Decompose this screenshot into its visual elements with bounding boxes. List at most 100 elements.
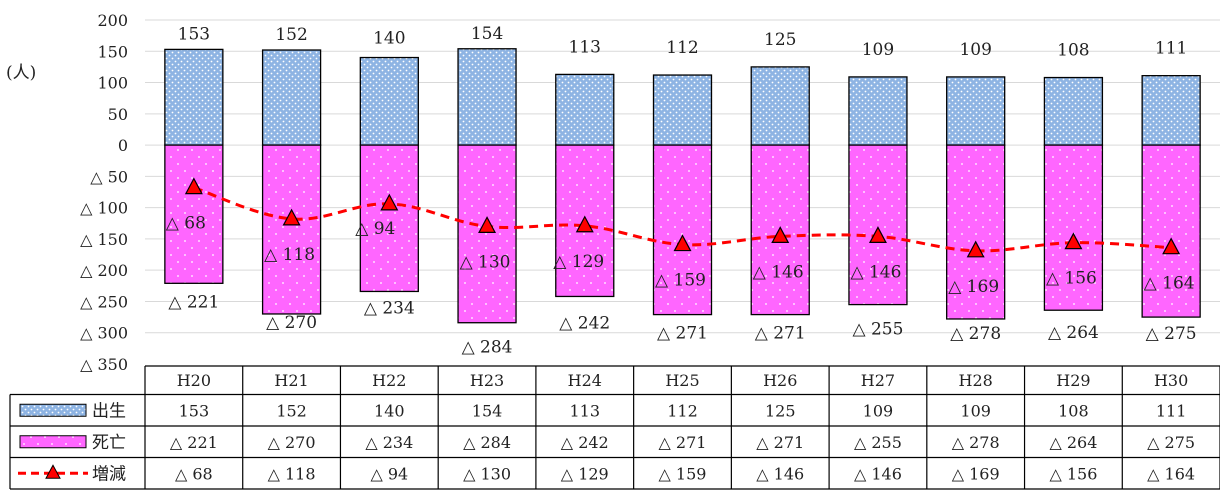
bar-deaths: [652, 144, 713, 316]
table-header-cell: H23: [470, 371, 504, 390]
table-cell-net-change: △ 94: [370, 464, 408, 483]
data-label-net: △ 159: [655, 271, 706, 291]
table-cell-births: 152: [276, 401, 307, 420]
net-change-marker: [1064, 232, 1083, 250]
y-tick-label: △ 300: [80, 324, 128, 343]
net-change-marker: [868, 226, 887, 244]
table-cell-deaths: △ 270: [268, 433, 316, 452]
table-cell-births: 113: [569, 401, 600, 420]
y-tick-label: 50: [108, 105, 128, 124]
bar-deaths: [164, 144, 224, 284]
data-label-births: 125: [764, 30, 796, 50]
bar-births: [359, 56, 419, 146]
table-cell-net-change: △ 164: [1147, 464, 1195, 483]
table-cell-net-change: △ 68: [175, 464, 213, 483]
data-label-births: 140: [373, 29, 405, 49]
legend-label-births: 出生: [92, 401, 126, 421]
data-label-net: △ 68: [166, 214, 206, 234]
table-cell-deaths: △ 221: [170, 433, 218, 452]
table-header-cell: H30: [1154, 371, 1188, 390]
y-tick-label: 0: [118, 136, 128, 155]
data-label-deaths: △ 270: [266, 313, 317, 333]
table-cell-net-change: △ 146: [854, 464, 902, 483]
table-cell-births: 109: [863, 401, 894, 420]
y-tick-label: 100: [97, 74, 128, 93]
table-cell-net-change: △ 169: [952, 464, 1000, 483]
data-label-births: 153: [178, 24, 210, 44]
net-change-marker: [184, 177, 203, 195]
data-label-net: △ 146: [753, 262, 804, 282]
bar-births: [261, 49, 322, 146]
table-cell-births: 111: [1156, 401, 1187, 420]
bar-births: [1141, 75, 1201, 146]
bars: [164, 48, 1201, 324]
data-label-net: △ 130: [460, 252, 511, 272]
legend-label-net-change: 増減: [92, 464, 126, 484]
bar-births: [750, 66, 810, 146]
table-cell-deaths: △ 284: [463, 433, 511, 452]
legend-marker-net-change: [45, 464, 61, 479]
bar-deaths: [1043, 144, 1104, 311]
data-label-net: △ 129: [553, 252, 604, 272]
table-cell-deaths: △ 264: [1049, 433, 1097, 452]
table-header-cell: H21: [274, 371, 308, 390]
table-cell-births: 140: [374, 401, 405, 420]
data-label-net: △ 156: [1046, 269, 1097, 289]
net-change-marker: [478, 216, 497, 233]
table-cell-net-change: △ 129: [561, 464, 609, 483]
table-cell-net-change: △ 146: [756, 464, 804, 483]
bar-births: [946, 76, 1006, 146]
data-label-net: △ 118: [264, 245, 315, 265]
bar-deaths: [359, 144, 419, 293]
bar-deaths: [946, 144, 1006, 320]
y-tick-label: △ 100: [80, 199, 128, 218]
legend-label-deaths: 死亡: [92, 433, 126, 453]
net-change-marker: [282, 208, 301, 226]
data-label-births: 154: [471, 24, 503, 44]
y-axis: (人) 200 150 100 50 0 △ 50 △ 100 △ 150 △ 200 △ 250…: [6, 11, 128, 374]
table-cell-deaths: △ 271: [659, 433, 707, 452]
bar-births: [1043, 76, 1104, 146]
table-cell-deaths: △ 234: [365, 433, 413, 452]
bar-deaths: [848, 144, 908, 306]
table-cell-births: 154: [472, 401, 503, 420]
table-cell-births: 109: [960, 401, 991, 420]
table-header-cell: H29: [1056, 371, 1090, 390]
table-header-cell: H25: [665, 371, 699, 390]
data-label-births: 109: [862, 40, 894, 60]
net-change-marker: [575, 215, 594, 233]
y-tick-label: △ 200: [80, 261, 128, 280]
data-label-deaths: △ 271: [657, 324, 708, 344]
bar-births: [457, 48, 517, 146]
y-tick-label: △ 50: [90, 167, 128, 186]
table-header-cell: H27: [861, 371, 895, 390]
y-tick-label: 150: [97, 42, 128, 61]
bar-births: [652, 74, 713, 146]
net-change-marker: [966, 240, 985, 258]
legend-swatch-deaths: [19, 435, 87, 449]
net-change-curve: [193, 186, 1172, 253]
data-label-deaths: △ 278: [950, 324, 1001, 344]
net-change-marker: [673, 234, 692, 252]
data-labels: 153 152 140 154 113 112 125 109 109 108 111 △ 221 △ …: [166, 24, 1197, 358]
table-header-cell: H28: [959, 371, 993, 390]
table-cell-births: 125: [765, 401, 796, 420]
data-label-births: 109: [959, 40, 991, 60]
data-label-net: △ 94: [355, 219, 395, 239]
table-header-cell: H20: [177, 371, 211, 390]
y-tick-label: △ 150: [80, 230, 128, 249]
y-tick-label: 200: [97, 11, 128, 30]
bar-deaths: [1141, 144, 1201, 318]
table-cell-net-change: △ 159: [659, 464, 707, 483]
table-cell-net-change: △ 118: [268, 464, 316, 483]
legend-swatch-births: [19, 403, 87, 417]
data-table: H20 H21 H22 H23 H24 H25 H26 H27 H28 H29 H30 出生 153 15…: [9, 365, 1220, 490]
net-change-marker: [771, 226, 790, 244]
table-cell-deaths: △ 255: [854, 433, 902, 452]
data-label-net: △ 146: [850, 262, 901, 282]
bar-births: [555, 73, 615, 146]
bar-births: [848, 76, 908, 146]
table-header-cell: H26: [763, 371, 797, 390]
data-label-deaths: △ 271: [755, 324, 806, 344]
